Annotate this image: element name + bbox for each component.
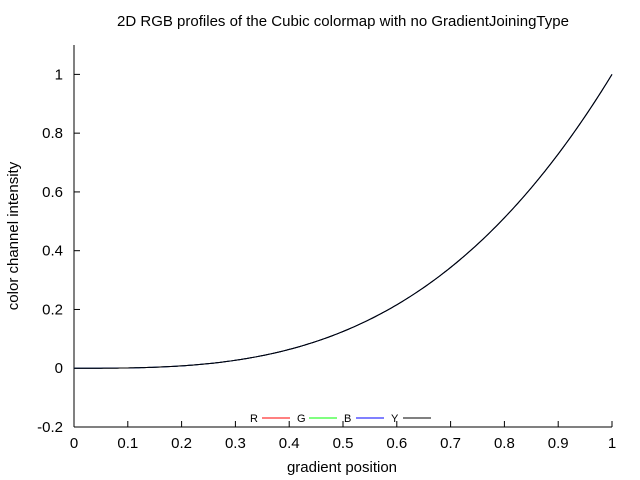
y-tick-label: 0.6 [42,184,63,201]
axes: 0 0.1 0.2 0.3 0.4 0.5 0.6 0.7 0.8 0.9 1 -0.2 0 0.2 0.4… [37,45,616,452]
x-tick-label: 1 [608,435,616,452]
y-tick-label: 0.2 [42,301,63,318]
x-tick-label: 0.5 [333,435,354,452]
x-tick-label: 0.6 [386,435,407,452]
x-tick-label: 0.9 [548,435,569,452]
y-tick-label: 0.4 [42,243,63,260]
x-tick-label: 0 [70,435,78,452]
x-tick-label: 0.2 [171,435,192,452]
x-axis-label: gradient position [287,459,397,476]
x-tick-label: 0.4 [279,435,300,452]
legend-label-r: R [250,413,258,425]
series-line-g [74,74,613,369]
legend-label-b: B [344,413,351,425]
y-tick-label: 0 [55,360,63,377]
x-tick-label: 0.1 [117,435,138,452]
legend-label-g: G [297,413,306,425]
chart-title: 2D RGB profiles of the Cubic colormap wi… [117,13,569,30]
x-tick-label: 0.3 [225,435,246,452]
y-tick-label: 1 [55,66,63,83]
y-axis-label: color channel intensity [5,161,22,310]
x-tick-label: 0.8 [494,435,515,452]
plot-lines [74,74,613,369]
series-line-y [74,74,613,369]
y-tick-label: -0.2 [37,419,63,436]
x-tick-label: 0.7 [440,435,461,452]
y-tick-label: 0.8 [42,125,63,142]
series-line-r [74,74,613,369]
legend-label-y: Y [391,413,399,425]
series-line-b [74,74,613,369]
